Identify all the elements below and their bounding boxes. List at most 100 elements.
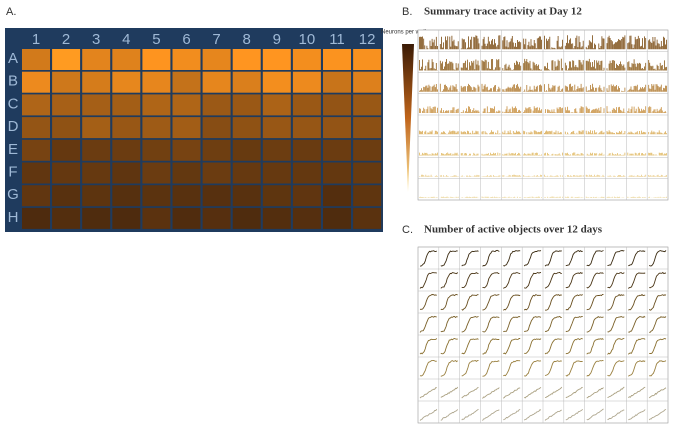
well xyxy=(262,49,291,70)
trace xyxy=(502,196,522,198)
well xyxy=(172,117,201,139)
row-label: C xyxy=(8,95,19,112)
curve xyxy=(523,294,542,311)
well xyxy=(202,117,231,139)
well xyxy=(142,185,171,207)
trace xyxy=(648,152,667,156)
trace xyxy=(544,35,563,50)
curve xyxy=(586,272,604,289)
row-label: G xyxy=(7,186,19,203)
curve xyxy=(586,338,604,355)
curve xyxy=(524,316,542,332)
trace xyxy=(439,83,459,92)
curve xyxy=(648,250,667,267)
trace xyxy=(544,107,563,113)
well xyxy=(22,49,50,70)
curve xyxy=(482,294,500,311)
well xyxy=(353,117,382,139)
curve xyxy=(628,315,646,333)
well xyxy=(262,71,291,93)
trace xyxy=(481,152,501,156)
well xyxy=(82,49,111,70)
row-label: E xyxy=(8,141,18,158)
curve xyxy=(440,338,458,355)
column-label: 6 xyxy=(182,31,190,48)
trace xyxy=(502,83,522,92)
well xyxy=(112,117,141,139)
column-label: 11 xyxy=(329,31,345,48)
curve xyxy=(503,272,521,289)
curve xyxy=(419,272,437,289)
trace xyxy=(544,174,563,177)
curve xyxy=(649,271,667,289)
curve xyxy=(440,272,459,289)
trace xyxy=(585,196,605,198)
trace xyxy=(627,59,647,71)
curve xyxy=(503,387,521,399)
trace xyxy=(648,130,667,135)
curve xyxy=(628,409,646,421)
well xyxy=(52,162,81,184)
well xyxy=(262,207,291,229)
curve xyxy=(586,316,604,333)
well xyxy=(142,49,171,70)
trace xyxy=(523,106,542,113)
well xyxy=(202,94,231,116)
curve xyxy=(565,338,583,355)
trace xyxy=(523,152,542,156)
trace xyxy=(523,196,542,198)
curve xyxy=(628,272,646,289)
column-label: 10 xyxy=(299,31,316,48)
trace xyxy=(585,35,605,50)
well xyxy=(22,162,50,184)
curve xyxy=(461,272,479,289)
well xyxy=(262,139,291,161)
trace xyxy=(502,60,522,71)
trace xyxy=(606,130,626,135)
trace xyxy=(544,196,563,198)
trace xyxy=(523,84,542,92)
well xyxy=(112,71,141,93)
well xyxy=(353,162,382,184)
curve xyxy=(461,294,479,311)
trace xyxy=(439,130,459,135)
curve xyxy=(419,408,438,421)
curve xyxy=(440,316,458,333)
curve xyxy=(607,250,625,266)
well xyxy=(52,49,81,70)
curve xyxy=(648,387,667,399)
trace xyxy=(564,106,584,113)
trace xyxy=(564,59,584,71)
trace xyxy=(439,175,459,177)
trace xyxy=(585,174,605,177)
trace xyxy=(502,130,522,135)
curve xyxy=(544,250,562,267)
curve xyxy=(648,408,667,421)
well xyxy=(323,49,351,70)
column-label: 3 xyxy=(92,31,100,48)
curve xyxy=(586,408,604,421)
well xyxy=(82,162,111,184)
trace xyxy=(585,106,605,113)
curve xyxy=(628,293,646,311)
trace xyxy=(523,130,542,135)
well xyxy=(112,162,141,184)
well xyxy=(52,207,81,229)
well xyxy=(323,94,351,116)
curve xyxy=(503,338,521,355)
curve xyxy=(461,338,479,355)
well xyxy=(232,139,261,161)
trace xyxy=(585,152,605,156)
trace xyxy=(502,152,522,156)
curve xyxy=(503,360,521,377)
trace xyxy=(419,152,438,156)
trace xyxy=(627,35,647,50)
well xyxy=(232,71,261,93)
trace xyxy=(606,152,626,156)
curve xyxy=(607,272,625,289)
well xyxy=(292,139,321,161)
well xyxy=(52,139,81,161)
well xyxy=(323,139,351,161)
well xyxy=(323,162,351,184)
